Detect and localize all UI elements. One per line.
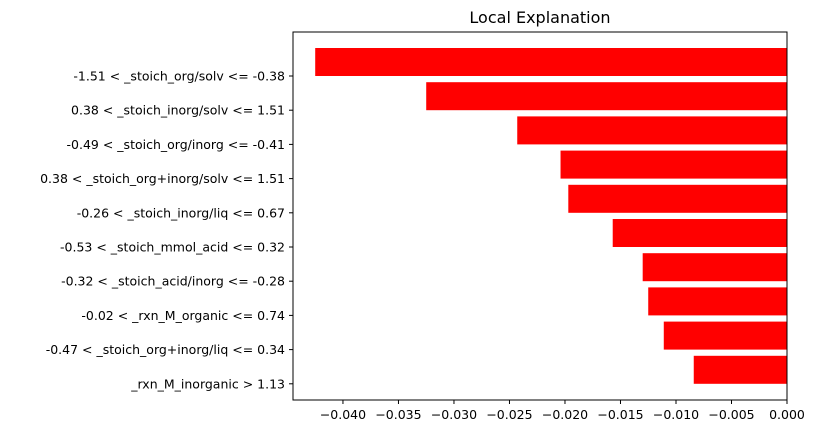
y-tick-label: -0.53 < _stoich_mmol_acid <= 0.32: [60, 240, 285, 255]
bar: [517, 116, 787, 145]
x-tick-label: −0.020: [542, 407, 588, 422]
x-tick-label: −0.040: [320, 407, 366, 422]
chart-title: Local Explanation: [469, 8, 610, 27]
y-axis-ticks: -1.51 < _stoich_org/solv <= -0.38 0.38 < …: [40, 69, 293, 391]
x-tick-label: −0.025: [486, 407, 532, 422]
y-tick-label: -0.02 < _rxn_M_organic <= 0.74: [81, 308, 285, 323]
y-tick-label: -1.51 < _stoich_org/solv <= -0.38: [73, 69, 285, 84]
x-tick-label: 0.000: [769, 407, 805, 422]
x-tick-label: −0.010: [653, 407, 699, 422]
bar: [612, 219, 787, 247]
bar: [426, 82, 787, 111]
bar: [693, 355, 787, 384]
x-tick-label: −0.005: [708, 407, 754, 422]
y-tick-label: -0.47 < _stoich_org+inorg/liq <= 0.34: [46, 342, 285, 357]
y-tick-label: -0.32 < _stoich_acid/inorg <= -0.28: [61, 274, 285, 289]
bar: [642, 253, 787, 282]
bar: [663, 321, 787, 350]
y-tick-label: 0.38 < _stoich_inorg/solv <= 1.51: [71, 103, 285, 118]
bar: [315, 48, 787, 76]
x-tick-label: −0.015: [597, 407, 643, 422]
y-tick-label: 0.38 < _stoich_org+inorg/solv <= 1.51: [40, 171, 285, 186]
bar: [648, 287, 787, 316]
plot-frame: [292, 31, 788, 401]
y-tick-label: -0.26 < _stoich_inorg/liq <= 0.67: [77, 205, 285, 220]
bar: [568, 184, 787, 213]
x-tick-label: −0.035: [375, 407, 421, 422]
x-axis-ticks: −0.040 −0.035 −0.030 −0.025 −0.020 −0.015 −0.0…: [320, 400, 805, 422]
bar: [560, 150, 787, 179]
y-tick-label: -0.49 < _stoich_org/inorg <= -0.41: [67, 137, 285, 152]
y-tick-label: _rxn_M_inorganic > 1.13: [130, 376, 285, 391]
bars-group: [315, 48, 787, 384]
x-tick-label: −0.030: [431, 407, 477, 422]
